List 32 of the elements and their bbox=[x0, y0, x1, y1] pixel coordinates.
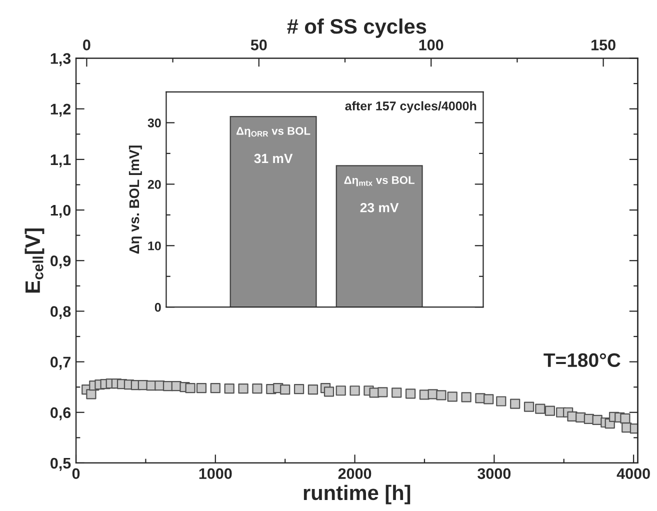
x-axis-title: runtime [h] bbox=[304, 484, 410, 504]
x-tick-label: 0 bbox=[72, 468, 80, 480]
x2-tick-label: 100 bbox=[419, 40, 444, 50]
x-tick-label: Δη$_{mtx}$ vs BOL bbox=[344, 176, 414, 186]
x2-tick-label: 150 bbox=[592, 40, 616, 50]
y-axis-title: E$_{cell}$[V] bbox=[24, 228, 44, 293]
y-axis-title: Δη vs. BOL [mV] bbox=[128, 146, 142, 254]
y-tick-label: 1,3 bbox=[50, 53, 71, 66]
x-tick-label: 4000 bbox=[616, 468, 650, 480]
y-tick-label: 10 bbox=[148, 241, 161, 250]
data-label: 23 mV bbox=[360, 202, 399, 212]
y-tick-label: 1,2 bbox=[50, 104, 71, 117]
y-tick-label: 1,0 bbox=[50, 204, 71, 218]
y-tick-label: 0,7 bbox=[50, 356, 70, 370]
y-tick-label: 0 bbox=[154, 302, 161, 312]
x-tick-label: Δη$_{ORR}$ vs BOL bbox=[236, 127, 310, 138]
y-tick-label: 0,5 bbox=[50, 458, 71, 471]
x-tick-label: 2000 bbox=[338, 468, 372, 480]
x2-axis-title: # of SS cycles bbox=[287, 18, 426, 38]
annotation: after 157 cycles/4000h bbox=[345, 101, 476, 113]
y-tick-label: 0,9 bbox=[50, 255, 71, 269]
x2-tick-label: 50 bbox=[250, 40, 267, 50]
y-tick-label: 0,6 bbox=[50, 407, 71, 420]
x-tick-label: 1000 bbox=[199, 468, 232, 480]
annotation: T=180°C bbox=[544, 353, 620, 368]
y-tick-label: 30 bbox=[148, 118, 161, 128]
data-label: 31 mV bbox=[254, 154, 293, 164]
y-tick-label: 20 bbox=[148, 180, 161, 189]
x-tick-label: 3000 bbox=[478, 468, 511, 480]
x2-tick-label: 0 bbox=[83, 40, 90, 50]
y-tick-label: 0,8 bbox=[50, 306, 71, 320]
y-tick-label: 1,1 bbox=[50, 154, 71, 168]
